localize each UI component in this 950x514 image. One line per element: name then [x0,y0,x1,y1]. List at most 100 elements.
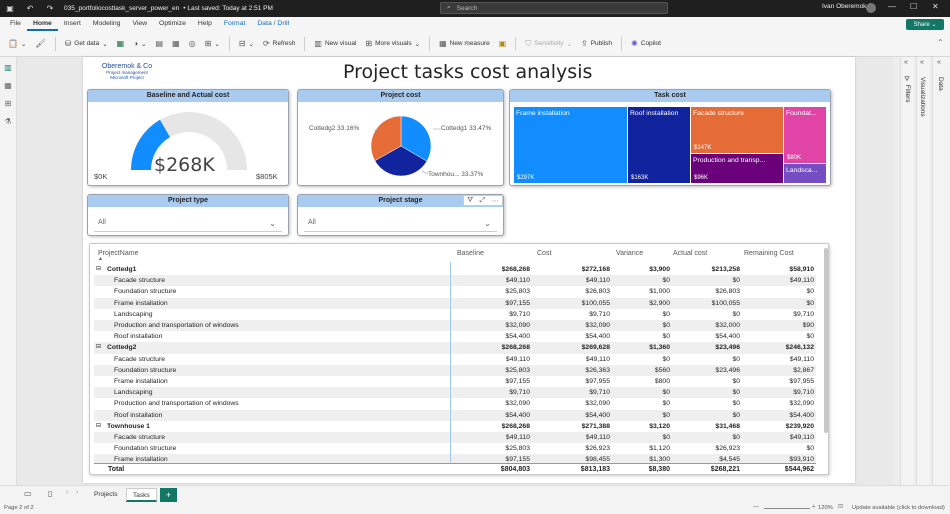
user-name[interactable]: Ivan Oberemok [822,3,867,10]
data-pane[interactable]: « Data [932,57,950,485]
page-tab-tasks[interactable]: Tasks [126,488,157,502]
paste-button[interactable]: 📋 ⌄ [8,39,27,48]
zoom-in-icon[interactable]: + [812,504,816,510]
treemap-card[interactable]: Task cost Frame installation $297K Roof … [509,89,831,186]
tab-data-drill[interactable]: Data / Drill [257,20,290,27]
close-icon[interactable]: ✕ [932,2,939,11]
table-view-icon[interactable]: ▦ [4,81,12,90]
model-view-icon[interactable]: ⊞ [4,99,12,108]
ribbon-collapse-icon[interactable]: ⌃ [937,38,944,47]
recent-sources-button[interactable]: ⊞ ⌄ [204,39,220,48]
report-page[interactable]: Oberemok & Co Project management Microso… [83,57,855,483]
treemap-tile[interactable]: Roof installation $163K [628,107,690,183]
refresh-button[interactable]: ⟳ Refresh [263,39,295,48]
avatar[interactable] [866,3,876,13]
group-row[interactable]: ⊟ Townhouse 1 $268,268 $271,388 $3,120 $31,46… [94,421,816,432]
tab-optimize[interactable]: Optimize [159,20,186,27]
new-measure-button[interactable]: ▦ New measure [439,39,490,48]
pie-slice-cottedg2[interactable] [370,115,402,162]
transform-button[interactable]: ⊟ ⌄ [238,39,254,48]
table-row[interactable]: Landscaping $9,710 $9,710 $0 $0 $9,710 [94,309,816,320]
treemap-tile[interactable]: Facade structure $147K [691,107,783,153]
group-row[interactable]: ⊟ Cottedg1 $268,268 $272,168 $3,900 $213,258 $… [94,264,816,275]
column-header-baseline[interactable]: Baseline [457,250,484,257]
table-row[interactable]: Foundation structure $25,803 $26,923 $1,120… [94,443,816,454]
format-painter-button[interactable]: 🖌 [35,39,45,48]
excel-button[interactable]: ▦ [117,39,125,48]
quick-measure-button[interactable]: ▣ [499,39,507,48]
gauge-card[interactable]: Baseline and Actual cost $268K $0K $805K [87,89,289,186]
dataverse-button[interactable]: ◎ [189,39,196,48]
collapse-icon[interactable]: ⊟ [96,344,102,351]
more-visuals-button[interactable]: ⊞ More visuals ⌄ [365,39,421,48]
redo-icon[interactable]: ↷ [46,4,54,13]
search-box[interactable]: ⌕ Search [440,2,668,14]
report-view-icon[interactable]: ▥ [4,63,12,72]
prev-page-icon[interactable]: ‹ [66,489,69,496]
expand-icon[interactable]: « [920,59,924,66]
undo-icon[interactable]: ↶ [26,4,34,13]
fit-to-page-icon[interactable]: ⊡ [838,504,843,510]
table-row[interactable]: Foundation structure $25,803 $26,363 $560 $2… [94,364,816,376]
tab-format[interactable]: Format [223,20,246,27]
zoom-level[interactable]: 120% [818,505,833,511]
filter-icon[interactable]: ⛛ [467,196,474,204]
publish-button[interactable]: ⇪ Publish [581,39,612,48]
more-options-icon[interactable]: ⋯ [491,197,499,205]
collapse-icon[interactable]: ⊟ [96,422,102,429]
tab-file[interactable]: File [10,20,21,27]
tab-view[interactable]: View [132,20,148,27]
table-row[interactable]: Frame installation $97,155 $98,455 $1,300 $4… [94,454,816,466]
dax-query-icon[interactable]: ⚗ [4,117,12,126]
column-header-variance[interactable]: Variance [616,250,644,257]
add-page-button[interactable]: + [160,488,177,502]
table-row[interactable]: Foundation structure $25,803 $26,803 $1,000… [94,286,816,297]
treemap-tile[interactable]: Frame installation $297K [514,107,627,183]
column-header-projectname[interactable]: ProjectName [98,250,139,257]
treemap-tile[interactable]: Foundat... $80K [784,107,826,163]
new-visual-button[interactable]: ▥ New visual [314,39,356,48]
expand-icon[interactable]: « [937,59,941,66]
sensitivity-button[interactable]: ⛉ Sensitivity ⌄ [525,38,573,48]
tab-help[interactable]: Help [197,20,212,27]
treemap-tile[interactable]: Production and transp... $96K [691,154,783,183]
pie-card[interactable]: Project cost Cottedg1 33.47% Townhou... … [297,89,504,186]
sort-icon[interactable]: ▲ [98,256,103,262]
tab-home[interactable]: Home [26,17,58,31]
sql-button[interactable]: ▤ [156,39,164,48]
visualizations-pane[interactable]: « Visualizations [916,57,930,485]
save-status[interactable]: • Last saved: Today at 2:51 PM [183,5,273,12]
share-button[interactable]: Share ⌄ [906,19,944,30]
tab-modeling[interactable]: Modeling [92,20,121,27]
table-row[interactable]: Frame installation $97,155 $97,955 $800 $0 $9… [94,376,816,387]
enter-data-button[interactable]: ▦ [172,39,180,48]
table-row[interactable]: Production and transportation of windows… [94,398,816,409]
table-row[interactable]: Facade structure $49,110 $49,110 $0 $0 $49,11… [94,275,816,287]
table-row[interactable]: Frame installation $97,155 $100,055 $2,900 $… [94,297,816,309]
table-row[interactable]: Landscaping $9,710 $9,710 $0 $0 $9,710 [94,387,816,399]
update-notice[interactable]: Update available (click to download) [852,505,945,511]
table-row[interactable]: Production and transportation of windows… [94,320,816,332]
filters-pane[interactable]: « ⛛ Filters [900,57,914,485]
maximize-icon[interactable]: ☐ [910,2,918,11]
table-row[interactable]: Roof installation $54,400 $54,400 $0 $54,400… [94,331,816,342]
get-data-button[interactable]: ⛁ Get data ⌄ [64,39,108,48]
mobile-layout-icon[interactable]: ▯ [48,489,53,498]
page-tab-projects[interactable]: Projects [94,491,118,498]
desktop-layout-icon[interactable]: ▭ [24,489,32,498]
next-page-icon[interactable]: › [76,489,79,496]
onelake-button[interactable]: ◑ ⌄ [133,39,147,48]
column-header-remaining-cost[interactable]: Remaining Cost [744,250,794,257]
matrix-scrollbar[interactable] [824,248,828,433]
project-stage-value[interactable]: All [308,219,316,226]
zoom-slider[interactable] [764,508,810,509]
column-header-cost[interactable]: Cost [537,250,552,257]
copilot-button[interactable]: ✺ Copilot [631,39,661,48]
chevron-down-icon[interactable]: ⌄ [484,219,491,228]
tab-insert[interactable]: Insert [63,20,81,27]
collapse-icon[interactable]: ⊟ [96,266,102,272]
minimize-icon[interactable]: — [888,2,896,11]
group-row[interactable]: ⊟ Cottedg2 $268,268 $269,628 $1,360 $23,496 $2… [94,342,816,354]
zoom-out-icon[interactable]: — [753,504,759,510]
treemap-tile[interactable]: Landsca... [784,164,826,183]
